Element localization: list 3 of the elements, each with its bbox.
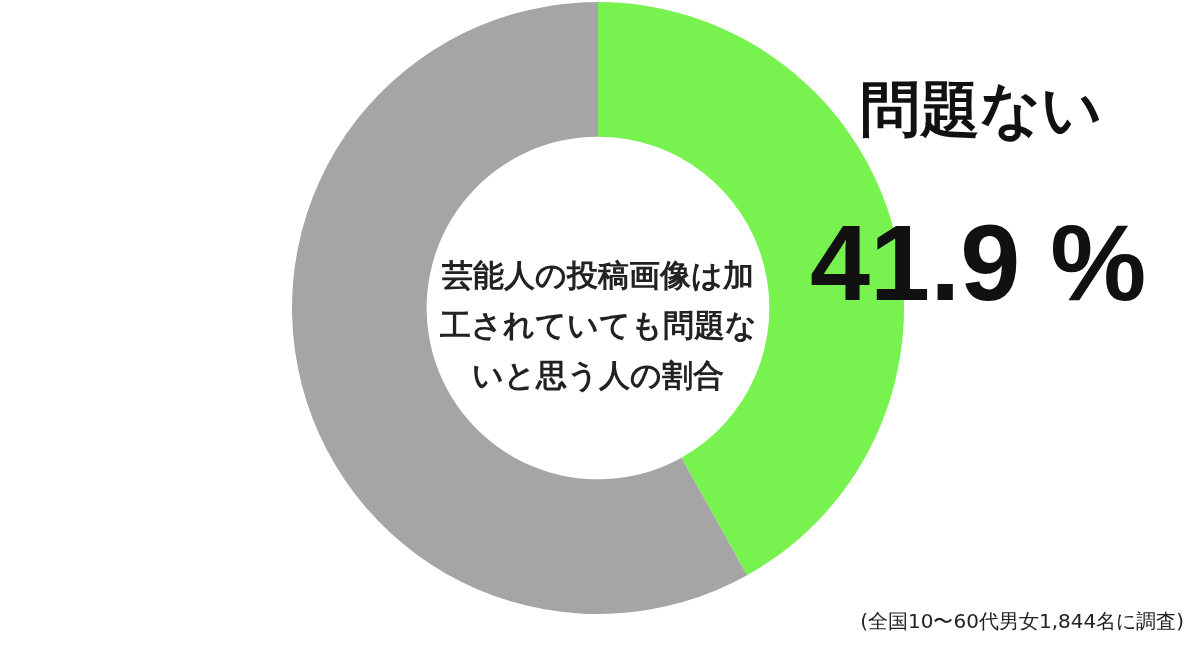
text: 芸能人の投稿画像は加工されていても問題ないと思う人の割合 [438, 256, 758, 395]
text: (全国10〜60代男女1,844名に調査) [860, 608, 1184, 635]
slice-label: 問題ない [860, 73, 1102, 146]
